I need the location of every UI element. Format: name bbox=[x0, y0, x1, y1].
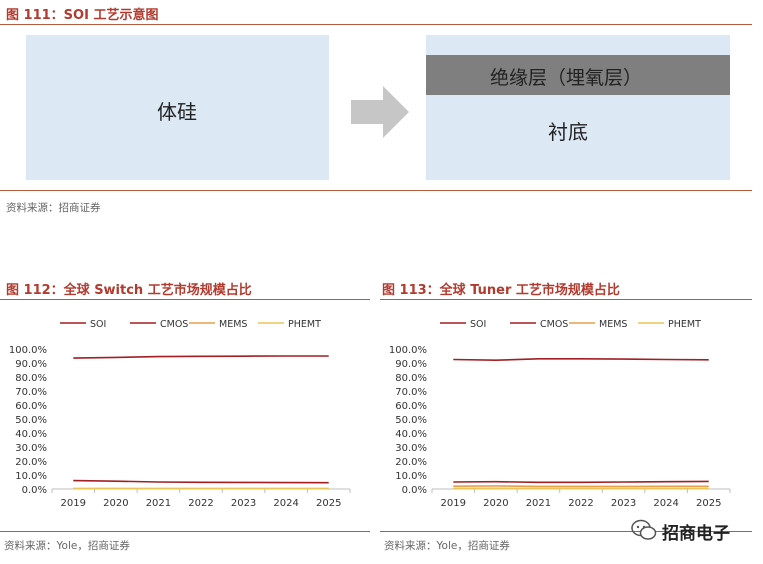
x-tick-label: 2021 bbox=[146, 498, 171, 509]
y-tick-label: 0.0% bbox=[22, 485, 47, 496]
x-tick-label: 2020 bbox=[103, 498, 128, 509]
bulk-silicon-box bbox=[26, 35, 329, 180]
series-line-cmos bbox=[453, 480, 709, 484]
y-tick-label: 100.0% bbox=[389, 345, 427, 356]
figure-112-source: 资料来源：Yole，招商证券 bbox=[4, 540, 130, 552]
y-tick-label: 100.0% bbox=[9, 345, 47, 356]
legend-label: PHEMT bbox=[668, 319, 701, 330]
series-line-soi bbox=[453, 357, 709, 362]
figure-bottom-rule bbox=[0, 531, 370, 532]
legend-label: SOI bbox=[470, 319, 486, 330]
figure-bottom-rule bbox=[380, 531, 752, 532]
y-tick-label: 50.0% bbox=[15, 415, 47, 426]
y-tick-label: 30.0% bbox=[15, 443, 47, 454]
series-line-soi bbox=[73, 355, 329, 359]
title-rule bbox=[380, 299, 752, 300]
figure-113-title: 图 113：全球 Tuner 工艺市场规模占比 bbox=[382, 283, 620, 298]
y-tick-label: 90.0% bbox=[15, 359, 47, 370]
y-tick-label: 60.0% bbox=[395, 401, 427, 412]
oxide-layer-label: 绝缘层（埋氧层） bbox=[490, 67, 643, 89]
figure-113-source: 资料来源：Yole，招商证券 bbox=[384, 540, 510, 552]
x-tick-label: 2020 bbox=[483, 498, 508, 509]
switch-share-chart: SOI CMOS MEMS PHEMT 0.0% 10.0% 20.0% 30.0% 40.0%… bbox=[9, 319, 351, 509]
y-tick-label: 70.0% bbox=[395, 387, 427, 398]
y-tick-label: 20.0% bbox=[15, 457, 47, 468]
figure-bottom-rule bbox=[0, 190, 752, 191]
y-tick-label: 40.0% bbox=[15, 429, 47, 440]
x-tick-label: 2024 bbox=[653, 498, 678, 509]
legend-label: CMOS bbox=[540, 319, 568, 330]
legend-label: SOI bbox=[90, 319, 106, 330]
x-tick-label: 2022 bbox=[568, 498, 593, 509]
y-tick-label: 90.0% bbox=[395, 359, 427, 370]
y-tick-label: 60.0% bbox=[15, 401, 47, 412]
substrate-label: 衬底 bbox=[548, 120, 588, 144]
bulk-silicon-label: 体硅 bbox=[157, 100, 197, 124]
x-tick-label: 2022 bbox=[188, 498, 213, 509]
legend-label: PHEMT bbox=[288, 319, 321, 330]
watermark-text: 招商电子 bbox=[662, 524, 730, 544]
y-tick-label: 10.0% bbox=[15, 471, 47, 482]
x-tick-label: 2025 bbox=[696, 498, 721, 509]
figure-111-source: 资料来源：招商证券 bbox=[6, 202, 101, 214]
arrow-icon bbox=[351, 86, 409, 138]
y-tick-label: 20.0% bbox=[395, 457, 427, 468]
x-tick-label: 2021 bbox=[526, 498, 551, 509]
figure-111-title: 图 111：SOI 工艺示意图 bbox=[6, 8, 159, 23]
wechat-icon bbox=[631, 519, 657, 540]
x-tick-label: 2025 bbox=[316, 498, 341, 509]
x-tick-label: 2019 bbox=[61, 498, 86, 509]
x-tick-label: 2023 bbox=[231, 498, 256, 509]
y-tick-label: 50.0% bbox=[395, 415, 427, 426]
series-line-cmos bbox=[73, 479, 329, 484]
y-tick-label: 0.0% bbox=[402, 485, 427, 496]
y-tick-label: 80.0% bbox=[15, 373, 47, 384]
x-tick-label: 2023 bbox=[611, 498, 636, 509]
title-rule bbox=[0, 299, 370, 300]
legend-label: MEMS bbox=[219, 319, 247, 330]
tuner-share-chart: SOI CMOS MEMS PHEMT 0.0% 10.0% 20.0% 30.0% 40.0%… bbox=[389, 319, 731, 509]
x-tick-label: 2019 bbox=[441, 498, 466, 509]
y-tick-label: 30.0% bbox=[395, 443, 427, 454]
x-tick-label: 2024 bbox=[273, 498, 298, 509]
legend-label: MEMS bbox=[599, 319, 627, 330]
y-tick-label: 40.0% bbox=[395, 429, 427, 440]
series-line-mems bbox=[453, 485, 709, 488]
buried-oxide-layer bbox=[426, 55, 730, 95]
figure-112-title: 图 112：全球 Switch 工艺市场规模占比 bbox=[6, 283, 252, 298]
title-rule bbox=[0, 24, 752, 25]
y-tick-label: 80.0% bbox=[395, 373, 427, 384]
y-tick-label: 10.0% bbox=[395, 471, 427, 482]
legend-label: CMOS bbox=[160, 319, 188, 330]
y-tick-label: 70.0% bbox=[15, 387, 47, 398]
